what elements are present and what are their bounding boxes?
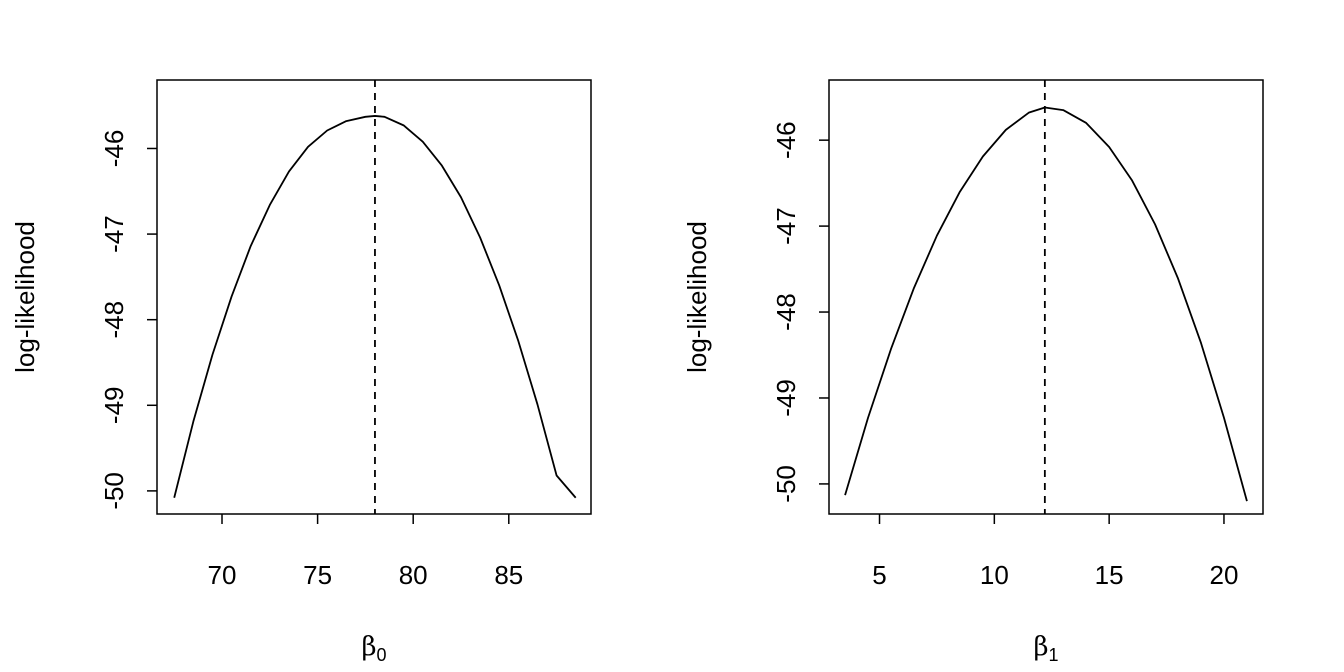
x-tick-label: 70 [208,560,237,590]
panel-1: 5 10 15 20 -50 -49 -48 -47 -46 log-likelihood β1 [682,79,1264,665]
panel-0: 70 75 80 85 -50 -49 -48 -47 -46 log-likelihood β0 [10,79,592,665]
x-tick-label: 15 [1095,560,1124,590]
x-axis-subscript: 0 [377,645,387,665]
y-tick-label: -50 [99,472,129,510]
y-tick-label: -50 [771,465,801,503]
y-axis-title: log-likelihood [682,221,712,373]
x-tick-label: 85 [494,560,523,590]
y-tick-label: -49 [99,386,129,424]
y-tick-label: -47 [771,207,801,245]
y-tick-label: -48 [771,293,801,331]
x-axis-symbol: β [1033,632,1048,662]
x-axis-title: β1 [1033,632,1058,665]
x-tick-label: 5 [872,560,886,590]
y-axis-title: log-likelihood [10,221,40,373]
x-tick-label: 75 [303,560,332,590]
x-axis-symbol: β [361,632,376,662]
likelihood-curve [173,115,577,499]
y-tick-label: -48 [99,301,129,339]
x-tick-label: 10 [980,560,1009,590]
y-tick-label: -49 [771,379,801,417]
x-axis-subscript: 1 [1049,645,1059,665]
likelihood-curve [844,106,1248,502]
y-tick-label: -46 [99,130,129,168]
x-tick-label: 20 [1210,560,1239,590]
plot-frame [828,79,1264,515]
x-axis-title: β0 [361,632,386,665]
y-tick-label: -47 [99,215,129,253]
x-tick-label: 80 [399,560,428,590]
y-tick-label: -46 [771,121,801,159]
plot-frame [156,79,592,515]
